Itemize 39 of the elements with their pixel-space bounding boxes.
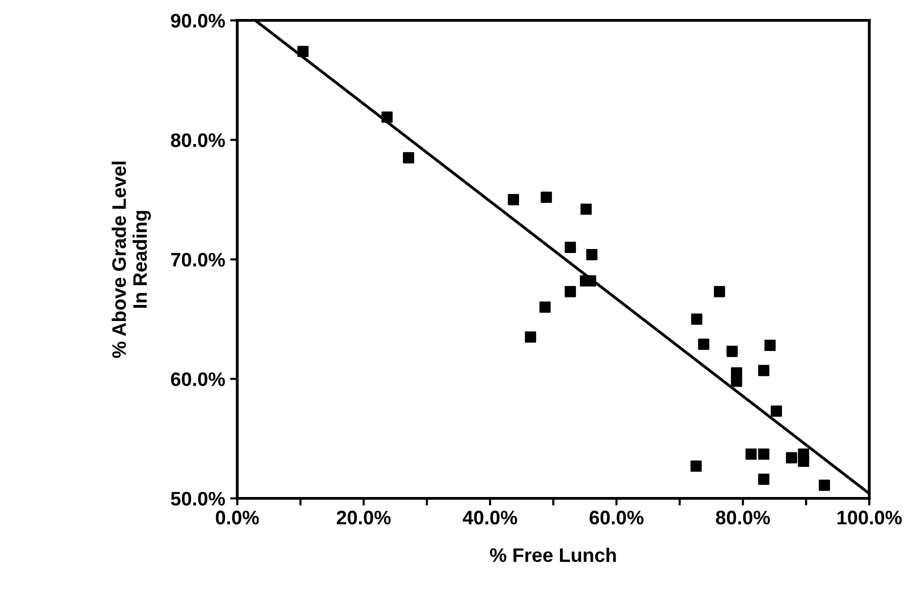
point <box>758 474 770 485</box>
x-tick-label: 80.0% <box>716 510 770 524</box>
point <box>381 112 393 123</box>
point <box>524 331 536 343</box>
x-tick-label: 40.0% <box>462 510 518 524</box>
point <box>691 314 702 325</box>
x-axis-title: % Free Lunch <box>490 548 616 562</box>
point <box>539 302 551 313</box>
point <box>764 340 776 352</box>
x-tick-label: 20.0% <box>336 510 391 524</box>
point <box>698 338 710 350</box>
point <box>580 204 592 215</box>
point <box>745 448 757 460</box>
x-tick-label: 60.0% <box>590 510 644 524</box>
point <box>758 364 770 376</box>
point <box>786 452 798 464</box>
point <box>508 194 520 206</box>
point <box>798 456 810 467</box>
y-tick-label: 70.0% <box>171 252 225 267</box>
point <box>758 448 770 460</box>
y-tick-label: 80.0% <box>170 133 225 148</box>
point <box>540 192 552 203</box>
point <box>564 242 576 254</box>
y-axis-title: % Above Grade Level In Reading <box>112 162 151 358</box>
point <box>690 460 702 472</box>
y-tick-label: 50.0% <box>170 492 225 506</box>
point <box>297 46 309 58</box>
point <box>730 376 742 387</box>
point <box>726 346 738 357</box>
y-tick-label: 60.0% <box>171 372 225 386</box>
point <box>714 286 726 298</box>
point <box>818 480 830 491</box>
point <box>564 286 576 298</box>
point <box>402 152 414 164</box>
x-tick-label: 100.0% <box>838 510 902 524</box>
y-tick-label: 90.0% <box>170 14 225 28</box>
point <box>586 248 598 260</box>
x-tick-label: 0.0% <box>216 510 259 524</box>
point <box>770 406 782 417</box>
